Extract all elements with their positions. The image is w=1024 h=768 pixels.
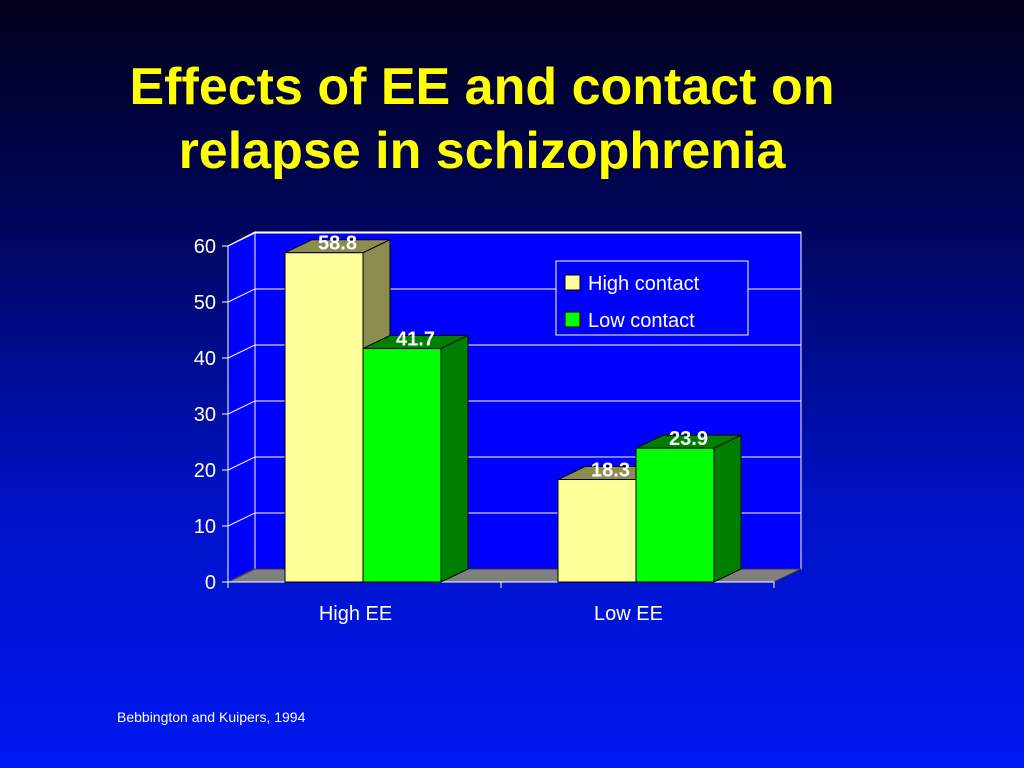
data-label: 58.8 [318,233,357,255]
y-tick-label: 60 [194,236,216,258]
gridline-side [227,344,256,359]
legend-label: Low contact [588,310,695,332]
gridline-side [227,456,256,471]
legend-swatch [564,311,581,328]
bar [362,347,442,583]
gridline-side [227,232,256,247]
y-tick-label: 30 [194,404,216,426]
x-tick-label: Low EE [594,603,663,625]
gridline-side [227,512,256,527]
slide-title-line-2: relapse in schizophrenia [178,122,786,180]
legend-swatch [564,274,581,291]
y-tick-label: 10 [194,516,216,538]
data-label: 41.7 [396,328,435,350]
data-label: 23.9 [669,428,708,450]
bar-side [440,334,469,583]
y-tick-label: 50 [194,292,216,314]
bar [284,252,364,583]
bar-side [713,434,742,583]
slide-title-line-1: Effects of EE and contact on [129,58,835,116]
slide-title: Effects of EE and contact on relapse in … [0,55,964,183]
legend-label: High contact [588,273,700,295]
source-citation: Bebbington and Kuipers, 1994 [117,709,306,725]
data-label: 18.3 [591,460,630,482]
bar [635,447,715,583]
x-tick-label: High EE [319,603,392,625]
y-tick-label: 0 [205,572,216,594]
gridline-side [227,288,256,303]
gridline-side [227,400,256,415]
y-tick-label: 20 [194,460,216,482]
bar [557,479,637,583]
legend-box [555,260,749,336]
y-tick-label: 40 [194,348,216,370]
